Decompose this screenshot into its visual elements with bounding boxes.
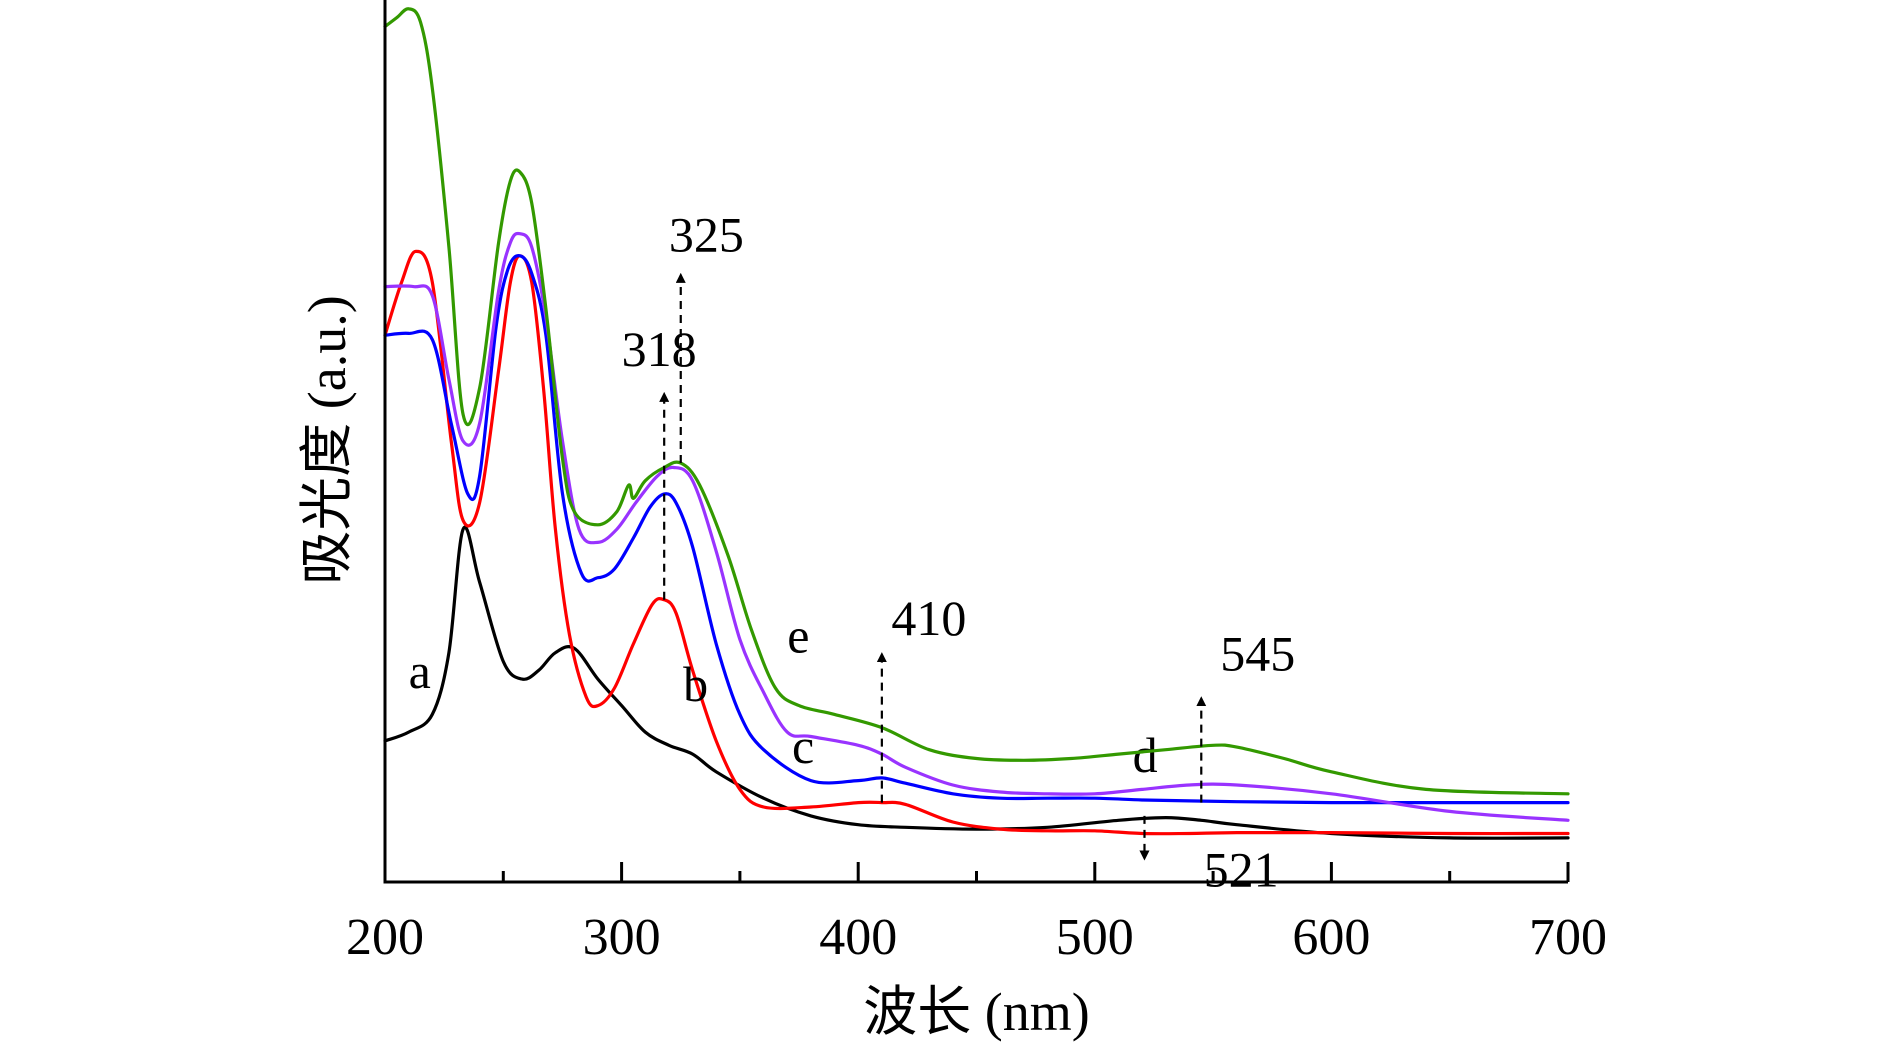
peak-label-521: 521 (1204, 841, 1279, 897)
series-line-b (383, 249, 1570, 836)
x-tick-label: 200 (346, 909, 424, 966)
series-line-a (383, 525, 1570, 840)
x-axis-title: 波长 (nm) (863, 982, 1089, 1042)
series-label-a: a (409, 643, 431, 699)
y-axis-title: 吸光度 (a.u.) (297, 295, 357, 584)
series-label-b: b (683, 656, 708, 712)
peak-label-318: 318 (622, 321, 697, 377)
peak-label-325: 325 (669, 206, 744, 262)
peak-label-545: 545 (1220, 625, 1295, 681)
x-tick-label: 500 (1056, 909, 1134, 966)
x-tick-label: 700 (1529, 909, 1607, 966)
series-label-e: e (787, 608, 809, 664)
series-line-d (383, 231, 1570, 822)
series-line-e (383, 7, 1570, 796)
x-axis-ticks: 200 300 400 500 600 700 (346, 862, 1607, 966)
series-line-c (383, 254, 1570, 805)
series-label-c: c (792, 718, 814, 774)
x-tick-label: 600 (1292, 909, 1370, 966)
annotation-layer: 318 325 410 545 521 (622, 206, 1296, 897)
x-tick-label: 400 (819, 909, 897, 966)
peak-label-410: 410 (891, 590, 966, 646)
series-label-d: d (1133, 727, 1158, 783)
series-layer: a b c d e (383, 7, 1570, 840)
x-tick-label: 300 (583, 909, 661, 966)
